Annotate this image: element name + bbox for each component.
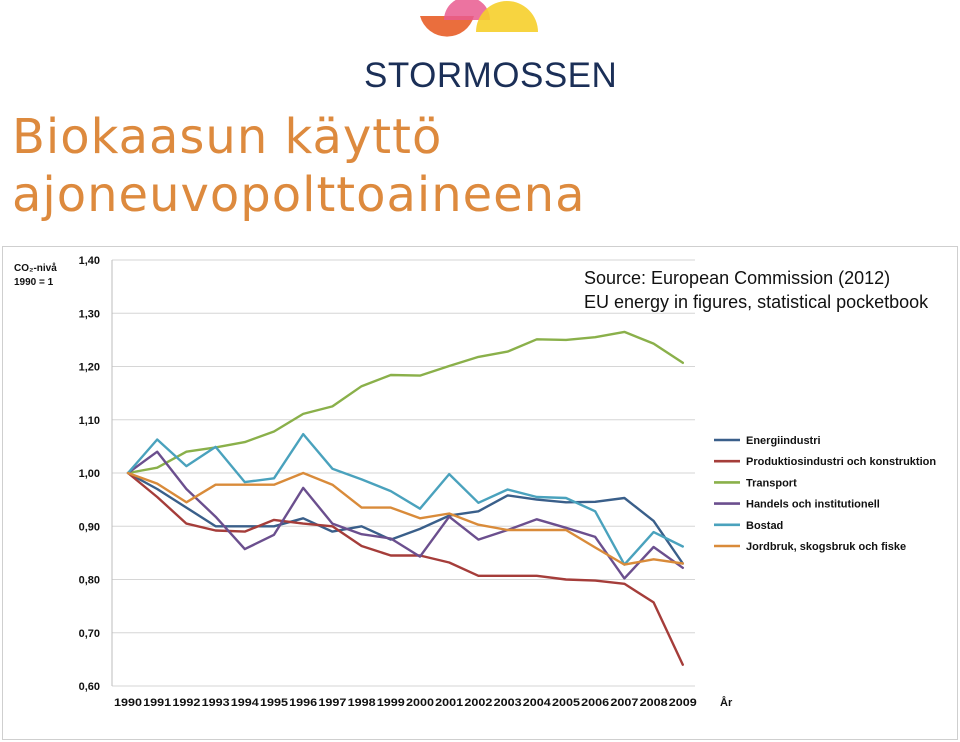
x-tick-label: 1998	[348, 697, 376, 709]
logo-petals-icon	[420, 0, 538, 37]
y-tick-label: 1,30	[79, 308, 100, 320]
series-line-3	[126, 330, 684, 475]
x-tick-label: 2008	[640, 697, 668, 709]
x-tick-label: 1990	[114, 697, 142, 709]
series-line-6	[126, 471, 684, 566]
x-tick-label: 2000	[406, 697, 434, 709]
logo-pink-petal	[444, 0, 490, 20]
x-tick-label: 2002	[464, 697, 492, 709]
legend-label: Energiindustri	[746, 435, 821, 447]
y-tick-label: 0,70	[79, 628, 100, 640]
y-axis-label: CO₂-nivå 1990 = 1	[14, 262, 57, 290]
x-axis-label: År	[720, 696, 733, 709]
y-axis-label-line-1: CO₂-nivå	[14, 263, 57, 274]
x-tick-label: 1999	[377, 697, 405, 709]
x-tick-label: 2007	[610, 697, 638, 709]
x-tick-label: 2006	[581, 697, 609, 709]
y-tick-label: 0,80	[79, 575, 100, 587]
y-tick-label: 1,00	[79, 468, 100, 480]
series-line-1	[126, 471, 684, 565]
x-tick-label: 1996	[289, 697, 317, 709]
y-tick-label: 1,10	[79, 415, 100, 427]
source-line-1: Source: European Commission (2012)	[584, 268, 891, 288]
title-line-1: Biokaasun käyttö	[12, 109, 443, 165]
legend-label: Jordbruk, skogsbruk och fiske	[746, 541, 906, 553]
y-tick-label: 1,40	[79, 255, 100, 267]
x-tick-label: 2001	[435, 697, 463, 709]
stormossen-logo	[360, 0, 600, 96]
x-tick-label: 1995	[260, 697, 288, 709]
x-tick-label: 2004	[523, 697, 552, 709]
x-tick-label: 1991	[143, 697, 171, 709]
legend-label: Handels och institutionell	[746, 499, 880, 511]
page-title: Biokaasun käyttö ajoneuvopolttoaineena	[12, 108, 586, 224]
y-tick-label: 0,60	[79, 681, 100, 693]
x-tick-label: 1993	[202, 697, 230, 709]
logo-orange-petal	[420, 16, 474, 37]
y-tick-label: 0,90	[79, 521, 100, 533]
x-tick-label: 1992	[172, 697, 200, 709]
x-tick-label: 1997	[318, 697, 346, 709]
x-tick-label: 2005	[552, 697, 580, 709]
legend-label: Transport	[746, 477, 797, 489]
logo-yellow-petal	[476, 0, 538, 32]
x-tick-label: 1994	[231, 697, 260, 709]
chart-frame	[2, 246, 958, 740]
source-note: Source: European Commission (2012) EU en…	[584, 266, 928, 314]
source-line-2: EU energy in figures, statistical pocket…	[584, 292, 929, 312]
legend-label: Bostad	[746, 520, 783, 532]
x-tick-label: 2003	[494, 697, 522, 709]
y-tick-label: 1,20	[79, 362, 100, 374]
legend-label: Produktiosindustri och konstruktion	[746, 456, 936, 468]
logo-text: STORMOSSEN	[364, 56, 618, 95]
series-line-4	[126, 450, 684, 580]
y-axis-label-line-2: 1990 = 1	[14, 277, 54, 288]
series-line-2	[126, 471, 684, 666]
series-line-5	[126, 432, 684, 566]
x-tick-label: 2009	[669, 697, 697, 709]
title-line-2: ajoneuvopolttoaineena	[12, 167, 586, 223]
